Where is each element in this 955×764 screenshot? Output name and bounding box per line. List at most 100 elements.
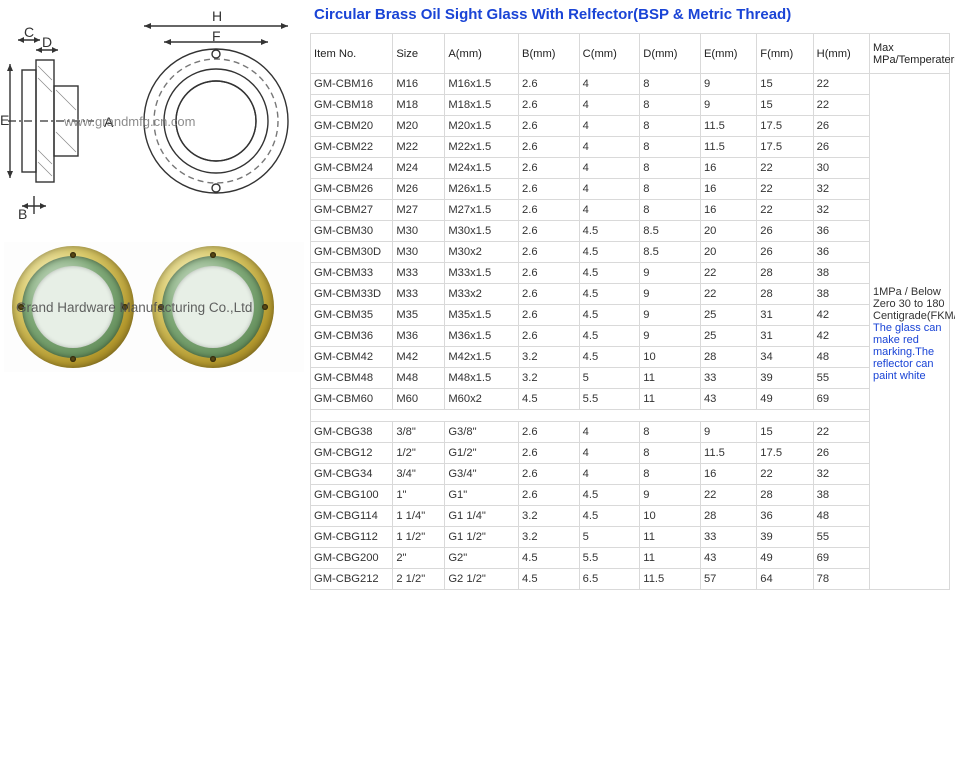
table-row: GM-CBM30M30M30x1.52.64.58.5202636 [311, 221, 870, 242]
table-cell: GM-CBM18 [311, 95, 393, 116]
table-cell: 5.5 [579, 389, 640, 410]
table-cell: 8.5 [640, 242, 701, 263]
table-cell: 39 [757, 527, 813, 548]
table-cell: 9 [640, 263, 701, 284]
table-cell: 26 [757, 221, 813, 242]
spec-table: Item No.SizeA(mm)B(mm)C(mm)D(mm)E(mm)F(m… [310, 33, 870, 590]
max-header: Max MPa/Temperateru [870, 34, 949, 74]
table-cell: 4.5 [579, 242, 640, 263]
table-row: GM-CBM20M20M20x1.52.64811.517.526 [311, 116, 870, 137]
table-cell: 1 1/4" [393, 506, 445, 527]
table-cell: GM-CBG38 [311, 422, 393, 443]
table-cell: 32 [813, 464, 869, 485]
table-cell: GM-CBG212 [311, 569, 393, 590]
table-cell: 33 [700, 368, 756, 389]
table-cell: G1 1/4" [445, 506, 519, 527]
table-cell: 2.6 [518, 74, 579, 95]
table-body: GM-CBM16M16M16x1.52.64891522GM-CBM18M18M… [311, 74, 870, 590]
table-cell: 11.5 [700, 443, 756, 464]
table-cell: 11.5 [700, 116, 756, 137]
table-cell: 17.5 [757, 116, 813, 137]
table-cell: 16 [700, 464, 756, 485]
table-cell: G1 1/2" [445, 527, 519, 548]
dim-b: B [18, 206, 27, 222]
table-cell: 3.2 [518, 347, 579, 368]
table-cell: 4 [579, 95, 640, 116]
table-cell: 2.6 [518, 464, 579, 485]
table-cell: 22 [813, 422, 869, 443]
table-cell: M20 [393, 116, 445, 137]
photo-watermark: Grand Hardware Manufacturing Co.,Ltd [16, 300, 252, 315]
table-cell: GM-CBG12 [311, 443, 393, 464]
table-cell: M42 [393, 347, 445, 368]
table-row: GM-CBM48M48M48x1.53.2511333955 [311, 368, 870, 389]
table-cell: GM-CBM30 [311, 221, 393, 242]
table-cell: M18x1.5 [445, 95, 519, 116]
col-header: H(mm) [813, 34, 869, 74]
table-header-row: Item No.SizeA(mm)B(mm)C(mm)D(mm)E(mm)F(m… [311, 34, 870, 74]
table-row: GM-CBM36M36M36x1.52.64.59253142 [311, 326, 870, 347]
table-cell: GM-CBM35 [311, 305, 393, 326]
table-cell: M16x1.5 [445, 74, 519, 95]
table-cell: 20 [700, 221, 756, 242]
table-cell: 9 [700, 95, 756, 116]
table-cell: 11.5 [640, 569, 701, 590]
table-cell: 36 [813, 221, 869, 242]
table-row: GM-CBG383/8"G3/8"2.64891522 [311, 422, 870, 443]
dim-e: E [0, 112, 9, 128]
table-cell: 55 [813, 368, 869, 389]
table-cell: GM-CBG100 [311, 485, 393, 506]
table-cell: 9 [640, 326, 701, 347]
table-cell: 3.2 [518, 506, 579, 527]
col-header: Size [393, 34, 445, 74]
table-cell: M20x1.5 [445, 116, 519, 137]
table-cell: 1 1/2" [393, 527, 445, 548]
table-cell: 3/4" [393, 464, 445, 485]
table-cell: 43 [700, 389, 756, 410]
table-cell: 6.5 [579, 569, 640, 590]
table-cell: 57 [700, 569, 756, 590]
table-cell: 2.6 [518, 485, 579, 506]
table-cell: 48 [813, 347, 869, 368]
table-cell: 4 [579, 443, 640, 464]
table-cell: 15 [757, 422, 813, 443]
table-cell: 22 [700, 485, 756, 506]
table-cell: M35 [393, 305, 445, 326]
table-cell: 4 [579, 179, 640, 200]
page-title: Circular Brass Oil Sight Glass With Relf… [310, 0, 955, 33]
table-cell: 4 [579, 200, 640, 221]
table-cell: 22 [813, 95, 869, 116]
table-cell: 8 [640, 179, 701, 200]
table-cell: 28 [700, 347, 756, 368]
table-cell: G1" [445, 485, 519, 506]
table-cell: GM-CBM60 [311, 389, 393, 410]
table-cell: GM-CBG114 [311, 506, 393, 527]
table-cell: 1/2" [393, 443, 445, 464]
table-row: GM-CBG1121 1/2"G1 1/2"3.2511333955 [311, 527, 870, 548]
table-cell: GM-CBM48 [311, 368, 393, 389]
table-cell: 10 [640, 506, 701, 527]
table-cell: M33 [393, 284, 445, 305]
table-cell: 31 [757, 326, 813, 347]
table-cell: 2.6 [518, 158, 579, 179]
table-cell: 38 [813, 485, 869, 506]
table-row: GM-CBM42M42M42x1.53.24.510283448 [311, 347, 870, 368]
table-cell: 2.6 [518, 422, 579, 443]
table-cell: M60 [393, 389, 445, 410]
table-cell: 28 [757, 485, 813, 506]
col-header: D(mm) [640, 34, 701, 74]
table-cell: 78 [813, 569, 869, 590]
table-cell: 4.5 [579, 506, 640, 527]
table-cell: 26 [813, 116, 869, 137]
table-cell: 33 [700, 527, 756, 548]
max-note-black: 1MPa / Below Zero 30 to 180 Centigrade(F… [873, 286, 946, 322]
table-cell: 8 [640, 116, 701, 137]
table-cell: 16 [700, 179, 756, 200]
table-cell: 34 [757, 347, 813, 368]
table-cell: GM-CBM30D [311, 242, 393, 263]
table-cell: M35x1.5 [445, 305, 519, 326]
table-cell: 22 [700, 284, 756, 305]
table-cell: 8 [640, 137, 701, 158]
table-cell: 4.5 [579, 263, 640, 284]
table-cell: 2.6 [518, 305, 579, 326]
